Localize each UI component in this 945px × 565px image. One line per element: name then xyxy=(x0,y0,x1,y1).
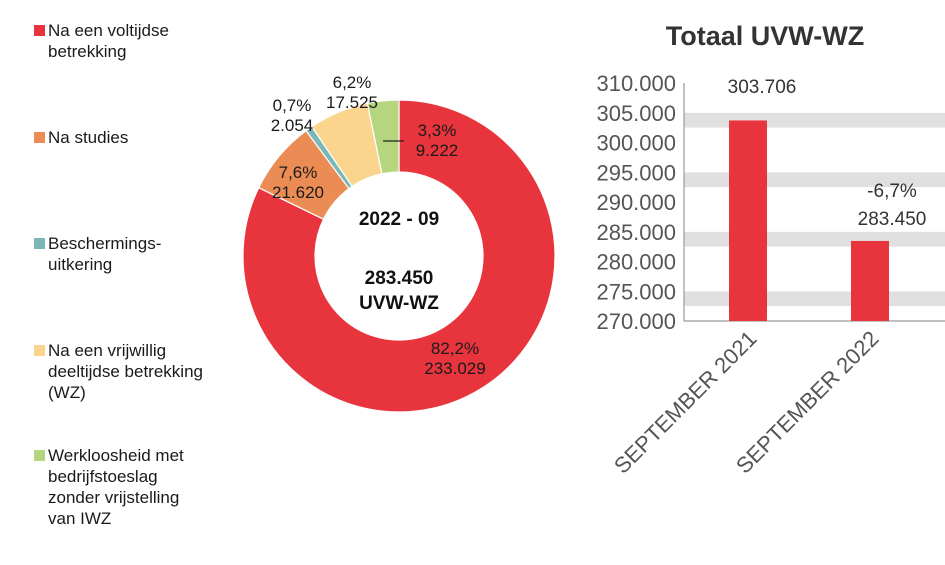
grid-band-light xyxy=(684,127,945,143)
legend-swatch xyxy=(34,132,45,143)
y-tick-label: 280.000 xyxy=(596,250,676,275)
donut-slice xyxy=(366,99,400,175)
legend-swatch xyxy=(34,345,45,356)
legend-swatch xyxy=(34,25,45,36)
donut-count-label: 21.620 xyxy=(272,183,324,202)
grid-band xyxy=(684,112,945,129)
donut-count-label: 2.054 xyxy=(271,116,314,135)
bar-value-label: 283.450 xyxy=(858,209,927,230)
y-tick-label: 275.000 xyxy=(596,279,676,304)
legend-label: Na een vrijwillig deeltijdse betrekking … xyxy=(48,341,203,402)
y-tick-label: 300.000 xyxy=(596,131,676,156)
grid-band-light xyxy=(684,97,945,113)
grid-band xyxy=(684,231,945,248)
y-tick-label: 305.000 xyxy=(596,101,676,126)
legend-label: Werkloosheid met bedrijfstoeslag zonder … xyxy=(48,446,184,528)
donut-count-label: 9.222 xyxy=(416,141,459,160)
grid-band-light xyxy=(684,246,945,262)
donut-percent-label: 7,6% xyxy=(279,163,318,182)
y-tick-label: 290.000 xyxy=(596,190,676,215)
donut-count-label: 17.525 xyxy=(326,93,378,112)
bar xyxy=(851,240,889,321)
donut-center-period: 2022 - 09 xyxy=(359,209,439,230)
grid-band xyxy=(684,291,945,307)
bar-chart-title: Totaal UVW-WZ xyxy=(666,21,864,51)
grid-band-light xyxy=(684,157,945,173)
legend-label: Na een voltijdse betrekking xyxy=(48,21,169,61)
donut-count-label: 233.029 xyxy=(424,359,485,378)
y-tick-label: 295.000 xyxy=(596,160,676,185)
bar-value-label: 303.706 xyxy=(728,77,797,98)
donut-percent-label: 6,2% xyxy=(333,73,372,92)
grid-band-light xyxy=(684,276,945,292)
legend-swatch xyxy=(34,450,45,461)
donut-percent-label: 82,2% xyxy=(431,339,479,358)
y-tick-label: 270.000 xyxy=(596,309,676,334)
donut-percent-label: 3,3% xyxy=(418,121,457,140)
donut-slice xyxy=(242,99,556,413)
y-tick-label: 310.000 xyxy=(596,71,676,96)
legend-label: Beschermings- uitkering xyxy=(48,234,162,274)
donut-percent-label: 0,7% xyxy=(273,96,312,115)
grid-band-light xyxy=(684,306,945,321)
bar-change-label: -6,7% xyxy=(867,181,917,202)
legend-swatch xyxy=(34,238,45,249)
y-tick-label: 285.000 xyxy=(596,220,676,245)
bar xyxy=(729,120,767,321)
legend-label: Na studies xyxy=(48,128,129,147)
donut-center-unit: UVW-WZ xyxy=(359,293,439,314)
donut-center-total: 283.450 xyxy=(365,268,434,289)
